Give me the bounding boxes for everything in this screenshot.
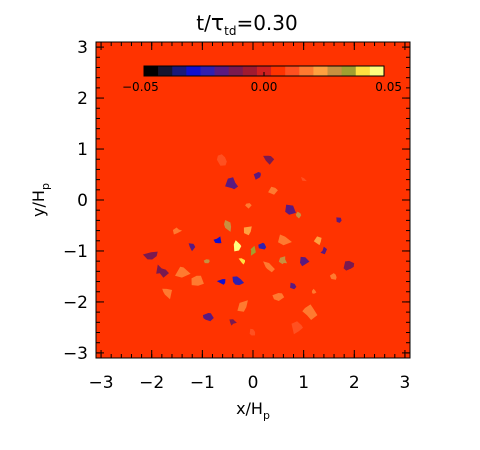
- colorbar-segment: [144, 66, 159, 76]
- y-tick-label: 2: [77, 89, 88, 109]
- colorbar-segment: [285, 66, 300, 76]
- colorbar-segment: [200, 66, 215, 76]
- colorbar-segment: [369, 66, 385, 76]
- colorbar-segment: [228, 66, 244, 76]
- heatmap-patch: [253, 172, 261, 180]
- heatmap-patch: [188, 243, 196, 252]
- x-tick-label: 3: [400, 373, 411, 393]
- heatmap-patch: [175, 266, 191, 278]
- y-tick-label: −1: [63, 242, 88, 262]
- colorbar-segment: [172, 66, 187, 76]
- heatmap-patch: [213, 236, 222, 244]
- x-tick-label: −2: [139, 373, 164, 393]
- heatmap-patch: [216, 279, 226, 285]
- heatmap-patch: [278, 256, 288, 265]
- heatmap-patch: [216, 154, 227, 166]
- heatmap-patch: [336, 217, 342, 223]
- heatmap-patches: [142, 154, 355, 336]
- heatmap-patch: [285, 204, 296, 215]
- heatmap-patch: [229, 319, 237, 326]
- heatmap-patch: [156, 264, 169, 278]
- heatmap-patch: [142, 251, 158, 260]
- heatmap-patch: [233, 240, 242, 252]
- heatmap-patch: [313, 236, 322, 246]
- heatmap-patch: [268, 186, 278, 195]
- x-axis: −3 −2 −1 0 1 2 3: [89, 42, 411, 393]
- y-tick-label: −2: [63, 293, 88, 313]
- colorbar-segment: [158, 66, 173, 76]
- y-tick-label: 1: [77, 140, 88, 160]
- heatmap-patch: [278, 234, 292, 246]
- x-tick-label: 2: [349, 373, 360, 393]
- y-axis-label: y/Hp: [29, 183, 52, 217]
- heatmap-patch: [202, 313, 214, 322]
- colorbar-segment: [355, 66, 371, 76]
- heatmap-patch: [300, 256, 310, 267]
- colorbar-tick-label: 0.00: [251, 80, 278, 94]
- heatmap-patch: [311, 288, 317, 294]
- colorbar-tick-label: −0.05: [122, 80, 159, 94]
- heatmap-patch: [302, 304, 318, 320]
- x-axis-label: x/Hp: [236, 399, 270, 422]
- heatmap-patch: [263, 155, 275, 165]
- x-tick-label: 1: [298, 373, 309, 393]
- heatmap-patch: [238, 258, 245, 265]
- heatmap-patch: [249, 328, 256, 336]
- heatmap-patch: [225, 177, 239, 190]
- y-tick-label: −3: [63, 344, 88, 364]
- heatmap-patch: [191, 275, 204, 286]
- colorbar-segment: [242, 66, 258, 76]
- heatmap-patch: [243, 226, 252, 236]
- heatmap-patch: [258, 242, 267, 250]
- colorbar: −0.05 0.00 0.05: [122, 65, 402, 94]
- heatmap-patch: [320, 246, 327, 255]
- heatmap-patch: [224, 220, 232, 232]
- heatmap-patch: [245, 203, 252, 209]
- x-tick-label: 0: [248, 373, 259, 393]
- heatmap-patch: [263, 261, 275, 273]
- heatmap-patch: [329, 273, 337, 280]
- colorbar-segment: [271, 66, 286, 76]
- plot-area: [96, 42, 410, 358]
- heatmap-patch: [301, 176, 307, 182]
- colorbar-segment: [186, 66, 201, 76]
- heatmap-patch: [295, 211, 302, 219]
- colorbar-segment: [214, 66, 230, 76]
- heatmap-patch: [237, 300, 248, 312]
- y-tick-label: 0: [77, 191, 88, 211]
- heatmap-patch: [272, 293, 285, 301]
- colorbar-tick-label: 0.05: [375, 80, 402, 94]
- x-tick-label: −1: [190, 373, 215, 393]
- x-tick-label: −3: [89, 373, 114, 393]
- y-axis: −3 −2 −1 0 1 2 3: [63, 38, 410, 364]
- heatmap-patch: [232, 276, 245, 286]
- heatmap-patch: [343, 260, 355, 271]
- colorbar-segment: [341, 66, 357, 76]
- heatmap-patch: [291, 321, 303, 335]
- heatmap-patch: [172, 227, 183, 235]
- colorbar-segment: [256, 66, 272, 76]
- heatmap-patch: [250, 245, 256, 256]
- colorbar-segment: [299, 66, 314, 76]
- heatmap-patch: [162, 288, 173, 300]
- colorbar-segment: [313, 66, 328, 76]
- colorbar-segment: [327, 66, 342, 76]
- heatmap-patch: [290, 282, 297, 290]
- chart-title: t/τtd=0.30: [196, 11, 297, 38]
- heatmap-patch: [203, 259, 210, 264]
- y-tick-label: 3: [77, 38, 88, 58]
